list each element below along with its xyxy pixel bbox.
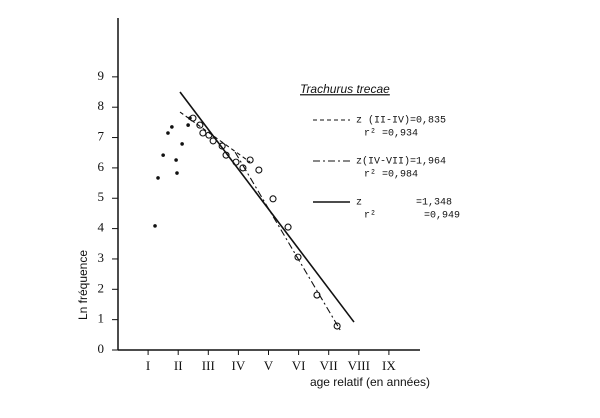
point	[199, 129, 207, 137]
point	[246, 156, 254, 164]
legend-label: z =1,348	[356, 198, 452, 209]
legend-label: z (II-IV)=0,835	[356, 115, 446, 127]
point	[209, 137, 217, 145]
point	[161, 153, 165, 157]
legend-label: z(IV-VII)=1,964	[356, 156, 446, 168]
y-tick-label: 5	[98, 189, 105, 204]
point	[166, 131, 170, 135]
point	[232, 158, 240, 166]
y-tick-label: 4	[98, 220, 105, 235]
y-tick-label: 7	[98, 129, 105, 144]
x-tick-label: V	[264, 358, 274, 373]
point	[294, 253, 302, 261]
point	[333, 322, 341, 330]
point	[153, 224, 157, 228]
x-tick-label: I	[146, 358, 150, 373]
y-tick-label: 6	[98, 159, 105, 174]
y-tick-label: 8	[98, 98, 105, 113]
fit-line	[179, 91, 355, 323]
point	[186, 123, 190, 127]
point	[255, 166, 263, 174]
y-tick-label: 2	[98, 280, 105, 295]
y-tick-label: 9	[98, 68, 105, 83]
y-tick-label: 3	[98, 250, 105, 265]
point	[174, 158, 178, 162]
point	[205, 131, 213, 139]
x-tick-label: IX	[382, 358, 396, 373]
x-tick-label: VII	[320, 358, 338, 373]
fit-line	[234, 151, 341, 331]
x-tick-label: II	[174, 358, 183, 373]
x-tick-label: III	[202, 358, 215, 373]
legend-label: r² =0,934	[364, 129, 418, 140]
point	[175, 171, 179, 175]
legend-label: r² =0,984	[364, 170, 418, 181]
point	[218, 142, 226, 150]
x-axis-label: age relatif (en années)	[310, 375, 430, 389]
point	[222, 151, 230, 159]
y-axis-label: Ln fréquence	[76, 250, 90, 320]
x-tick-label: VIII	[348, 358, 370, 373]
point	[239, 164, 247, 172]
point	[284, 223, 292, 231]
point	[156, 176, 160, 180]
legend-label: r² =0,949	[364, 211, 460, 222]
chart-title: Trachurus trecae	[300, 82, 390, 96]
y-tick-label: 1	[98, 311, 105, 326]
point	[196, 121, 204, 129]
point	[189, 114, 197, 122]
point	[180, 142, 184, 146]
point	[313, 291, 321, 299]
y-tick-label: 0	[98, 341, 105, 356]
point	[170, 125, 174, 129]
point	[269, 195, 277, 203]
x-tick-label: IV	[232, 358, 246, 373]
x-tick-label: VI	[292, 358, 306, 373]
